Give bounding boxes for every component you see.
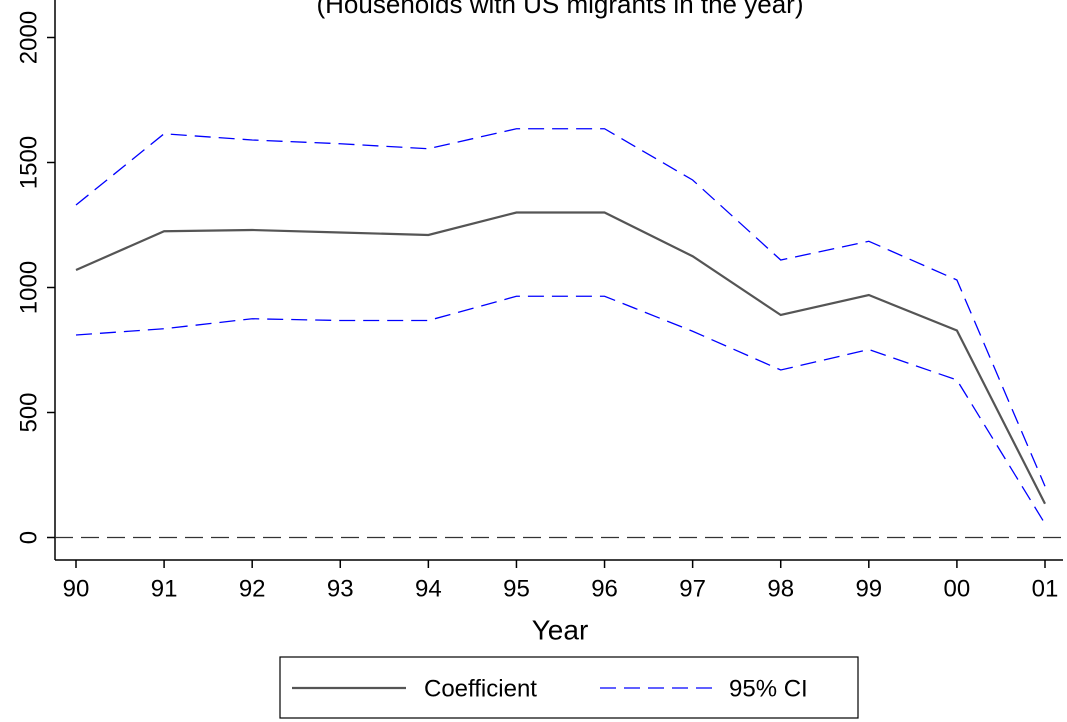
x-tick-label: 92 <box>239 575 266 602</box>
x-tick-label: 94 <box>415 575 442 602</box>
x-axis-label: Year <box>532 614 589 645</box>
x-tick-label: 95 <box>503 575 530 602</box>
y-tick-label: 2000 <box>15 11 42 64</box>
x-tick-label: 00 <box>944 575 971 602</box>
ci-line <box>75 128 1046 487</box>
x-tick-label: 90 <box>63 575 90 602</box>
x-tick-label: 91 <box>151 575 178 602</box>
x-tick-label: 01 <box>1032 575 1059 602</box>
series-line <box>75 211 1046 505</box>
x-tick-label: 99 <box>855 575 882 602</box>
legend-box <box>279 656 859 719</box>
x-tick-label: 96 <box>591 575 618 602</box>
y-tick-label: 500 <box>15 392 42 432</box>
y-tick-label: 1500 <box>15 136 42 189</box>
y-tick-label: 1000 <box>15 261 42 314</box>
chart-subtitle: (Households with US migrants in the year… <box>317 0 804 19</box>
legend-label: 95% CI <box>729 675 808 702</box>
legend-label: Coefficient <box>424 675 537 702</box>
y-tick-label: 0 <box>15 531 42 544</box>
x-tick-label: 97 <box>679 575 706 602</box>
x-tick-label: 98 <box>767 575 794 602</box>
x-tick-label: 93 <box>327 575 354 602</box>
ci-line <box>75 295 1046 525</box>
